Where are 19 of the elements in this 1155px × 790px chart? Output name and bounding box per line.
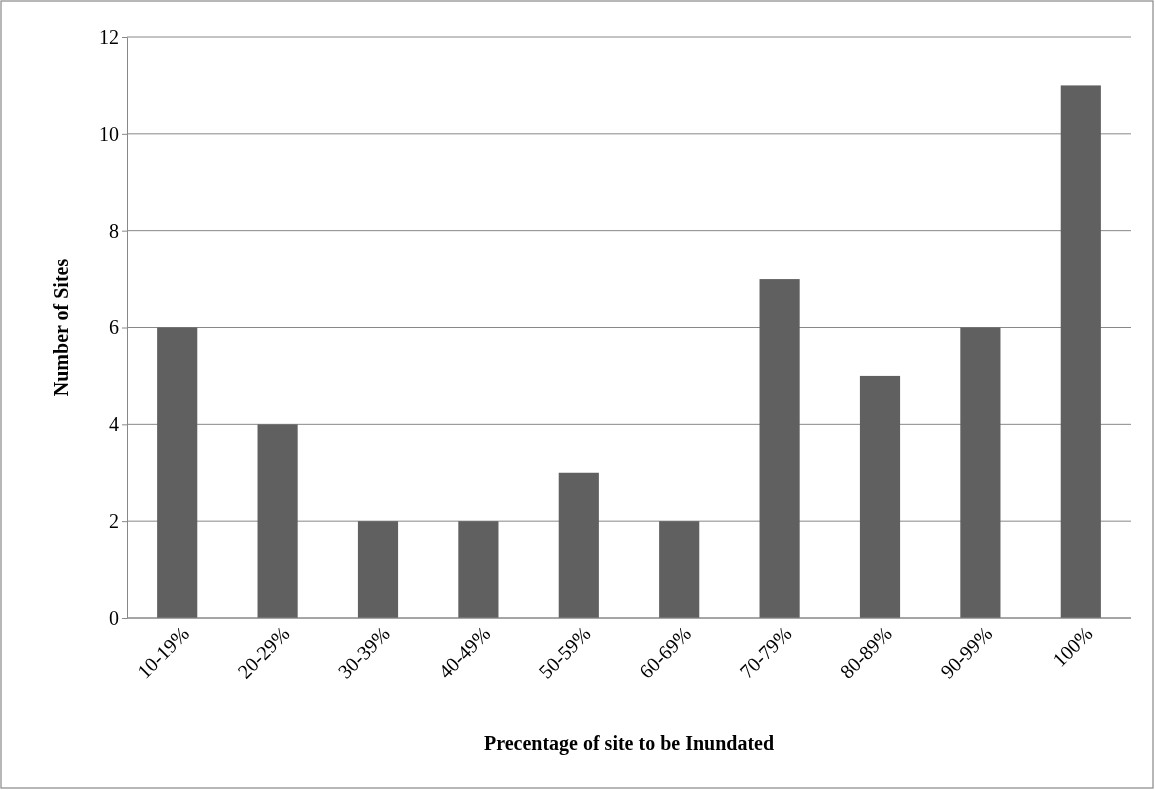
y-tick-label: 4 — [109, 413, 119, 436]
y-axis-title: Number of Sites — [50, 258, 72, 397]
bar — [960, 327, 1001, 618]
bar — [458, 521, 499, 618]
bar — [1060, 85, 1101, 618]
y-tick-label: 6 — [109, 316, 119, 339]
bar — [859, 375, 901, 618]
bar — [759, 279, 800, 618]
bar — [257, 424, 298, 618]
y-tick-label: 0 — [109, 606, 119, 629]
bar — [659, 521, 700, 618]
y-tick-label: 2 — [109, 510, 119, 533]
bar — [357, 521, 399, 618]
bar — [558, 472, 599, 618]
y-tick-label: 10 — [99, 122, 119, 145]
bar — [157, 327, 198, 618]
x-axis-title: Precentage of site to be Inundated — [483, 732, 775, 755]
y-tick-label: 8 — [109, 219, 119, 242]
y-tick-label: 12 — [99, 25, 119, 48]
